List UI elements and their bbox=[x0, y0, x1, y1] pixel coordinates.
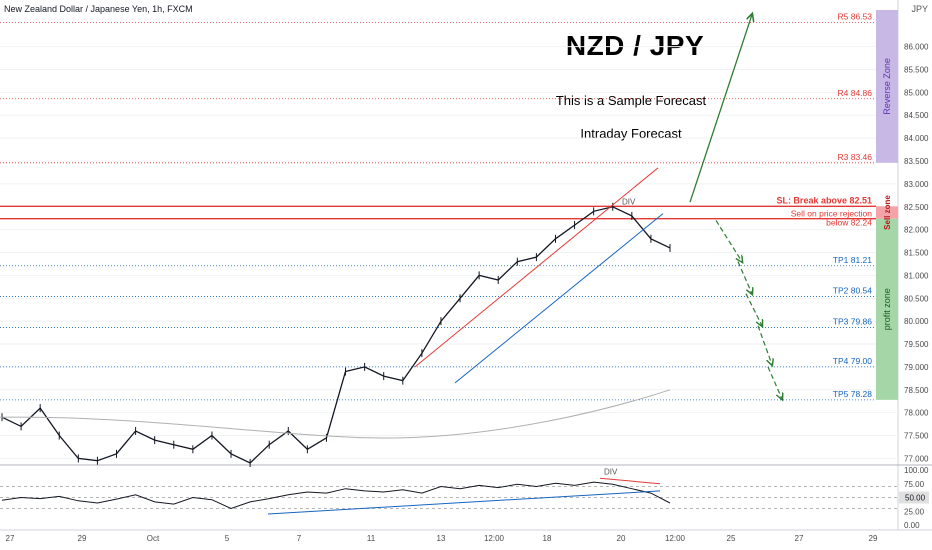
forecast-title: NZD / JPY bbox=[565, 30, 705, 61]
symbol-title: New Zealand Dollar / Japanese Yen, 1h, F… bbox=[4, 4, 193, 14]
sample-forecast-text: This is a Sample Forecast bbox=[555, 93, 707, 108]
intraday-forecast-text: Intraday Forecast bbox=[580, 126, 682, 141]
unit-currency: JPY bbox=[911, 4, 928, 14]
price-unit: JPY bbox=[911, 4, 928, 14]
